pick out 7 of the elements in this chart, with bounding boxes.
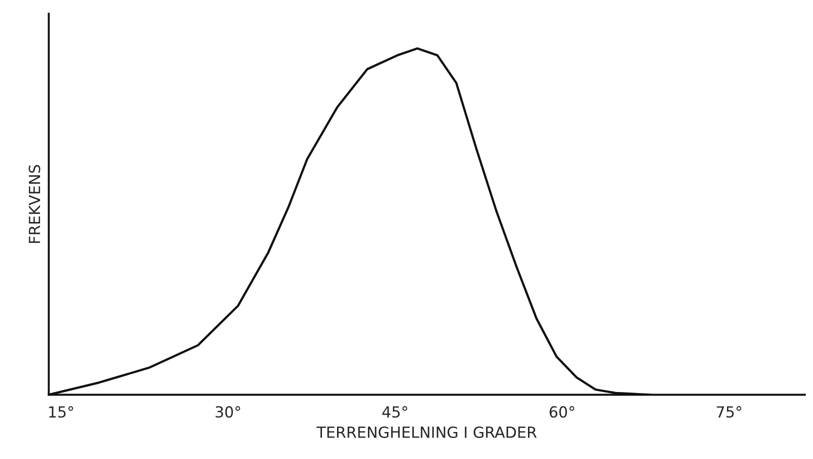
y-axis-title: FREKVENS xyxy=(28,164,40,243)
x-tick-label: 30° xyxy=(216,406,240,418)
x-tick-label: 45° xyxy=(382,406,408,418)
x-tick-label: 75° xyxy=(716,406,742,418)
x-tick-label: 60° xyxy=(550,406,574,418)
x-axis-title: TERRENGHELNING I GRADER xyxy=(316,426,537,438)
x-tick-label: 15° xyxy=(49,406,74,418)
